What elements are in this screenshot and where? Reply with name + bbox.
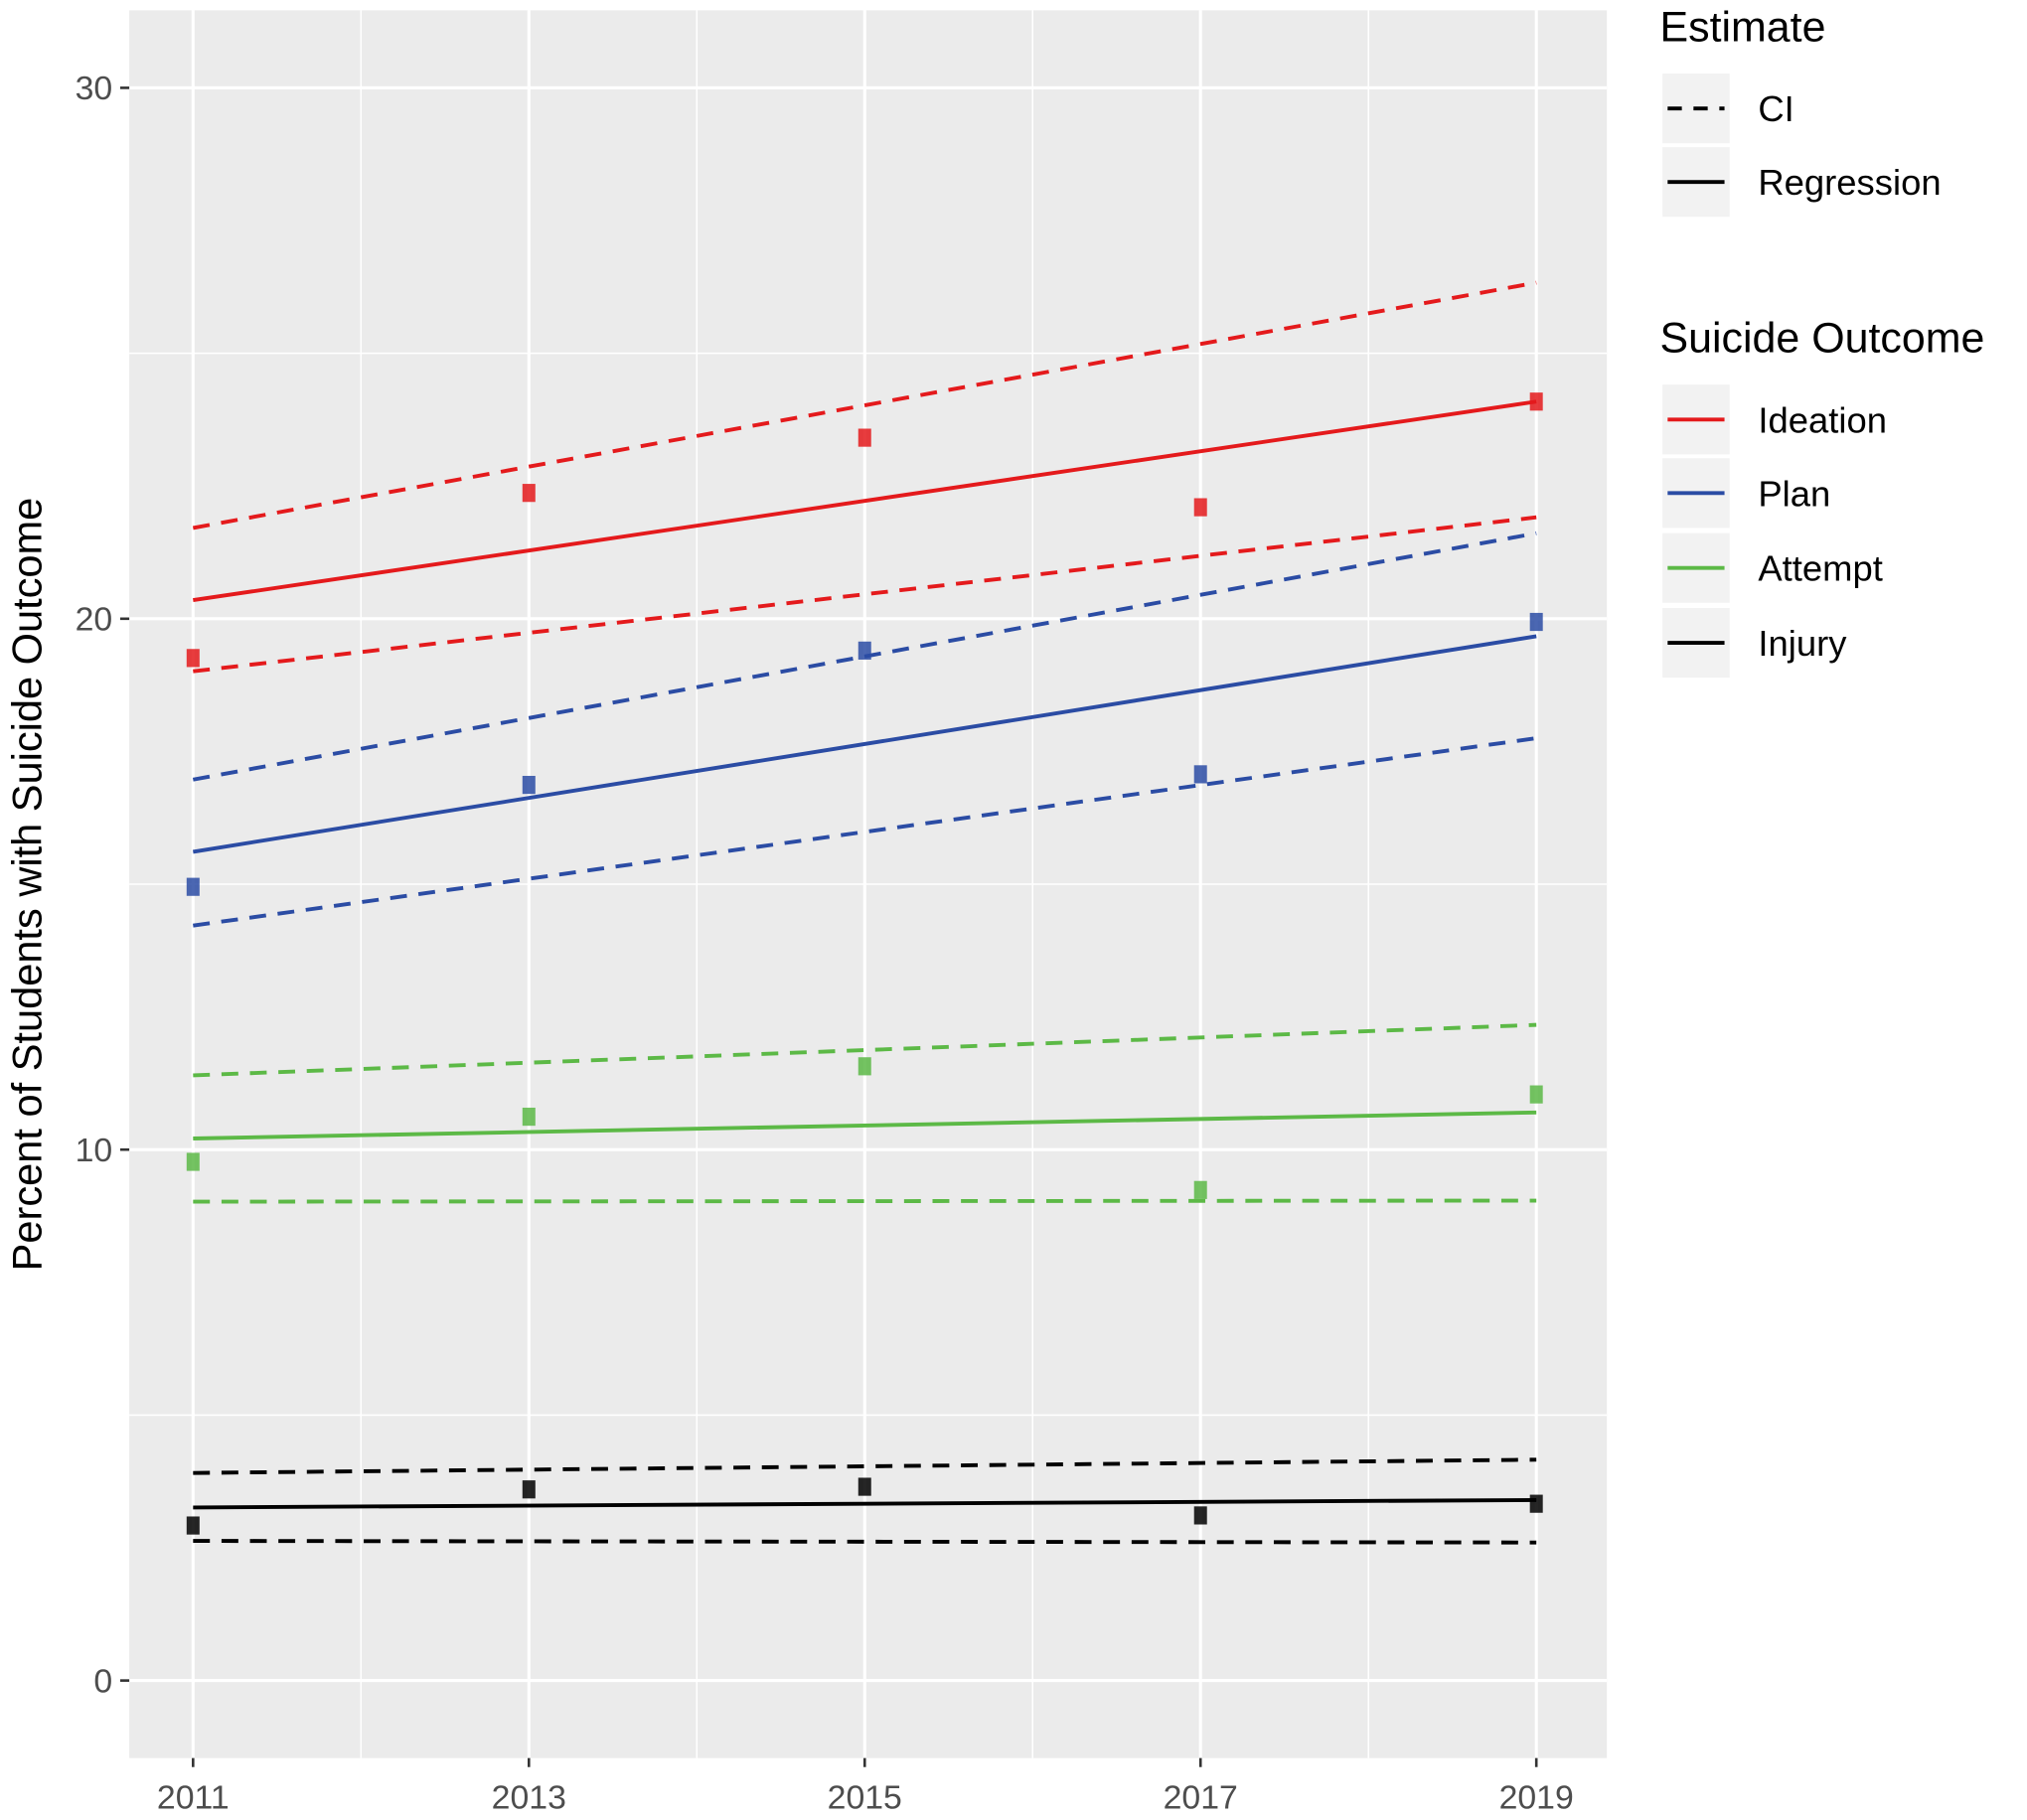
- legend-title-estimate: Estimate: [1660, 4, 1826, 52]
- legend-label: Regression: [1758, 162, 1941, 203]
- x-tick-label: 2017: [1164, 1778, 1238, 1816]
- ideation-regression-line: [193, 399, 1537, 603]
- ideation-data-point: [858, 428, 871, 447]
- legend-label: Injury: [1758, 623, 1847, 664]
- ideation-ci-upper-line: [192, 280, 1537, 531]
- injury-ci-upper-line: [193, 1457, 1537, 1475]
- attempt-data-point: [186, 1152, 200, 1171]
- plan-data-point: [522, 775, 536, 795]
- attempt-ci-upper-line: [193, 1022, 1537, 1078]
- attempt-data-point: [522, 1107, 536, 1127]
- ideation-data-point: [1193, 498, 1207, 517]
- y-tick-label: 0: [93, 1662, 112, 1700]
- injury-data-point: [858, 1477, 871, 1496]
- attempt-ci-lower-line: [193, 1198, 1537, 1204]
- ideation-data-point: [186, 649, 200, 668]
- legend-label: Plan: [1758, 473, 1830, 514]
- plan-data-point: [858, 641, 871, 660]
- grid-lines: [129, 10, 1608, 1758]
- y-tick-label: 30: [76, 70, 113, 107]
- legend-title-suicide-outcome: Suicide Outcome: [1660, 315, 1985, 363]
- legend-label: CI: [1758, 88, 1793, 129]
- x-tick-label: 2019: [1499, 1778, 1574, 1816]
- data-marks: [186, 280, 1543, 1545]
- axes: 0 10 20 30 2011 2013 2015 2017 2019: [76, 70, 1574, 1816]
- plan-regression-line: [193, 634, 1537, 854]
- plan-data-point: [186, 877, 200, 896]
- attempt-regression-line: [193, 1110, 1537, 1140]
- y-tick-label: 20: [76, 601, 113, 639]
- ideation-data-point: [522, 484, 536, 503]
- ideation-data-point: [1529, 392, 1543, 411]
- x-tick-label: 2011: [157, 1778, 230, 1816]
- y-tick-label: 10: [76, 1132, 113, 1169]
- injury-ci-lower-line: [193, 1539, 1537, 1545]
- attempt-data-point: [1193, 1180, 1207, 1199]
- y-axis-label: Percent of Students with Suicide Outcome: [4, 498, 51, 1272]
- injury-data-point: [186, 1516, 200, 1535]
- attempt-data-point: [858, 1057, 871, 1076]
- plan-data-point: [1193, 765, 1207, 784]
- injury-regression-line: [193, 1497, 1537, 1510]
- x-tick-label: 2015: [828, 1778, 902, 1816]
- legend: Estimate CI Regression Suicide Outcome Ideat…: [1660, 4, 1985, 679]
- legend-label: Attempt: [1758, 548, 1882, 589]
- injury-data-point: [522, 1480, 536, 1499]
- x-tick-label: 2013: [492, 1778, 566, 1816]
- legend-label: Ideation: [1758, 399, 1887, 440]
- attempt-data-point: [1529, 1085, 1543, 1104]
- injury-data-point: [1529, 1494, 1543, 1513]
- plan-data-point: [1529, 612, 1543, 632]
- injury-data-point: [1193, 1506, 1207, 1525]
